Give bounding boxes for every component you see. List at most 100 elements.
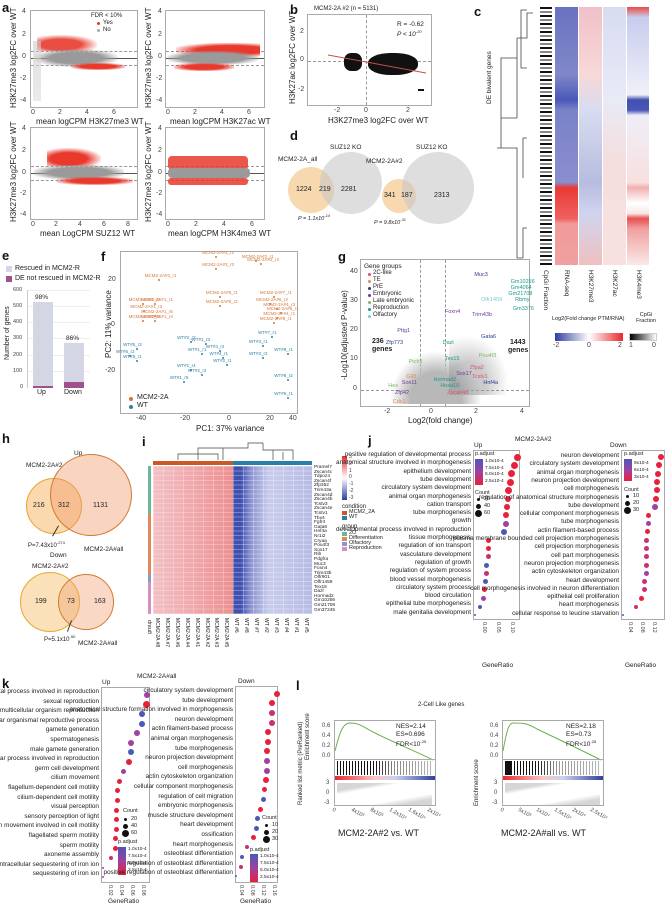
go-dot: [114, 788, 120, 794]
go-dot: [643, 545, 649, 551]
sample-label: MCM2-2A #7: [163, 618, 170, 648]
padj-tick: 2.5x10-4: [128, 868, 147, 873]
go-term-label: multicellular organism reproduction: [0, 707, 99, 715]
gene-label: Trim43b: [314, 570, 332, 576]
gene-label: Hoxa10: [440, 383, 460, 390]
h3k27ac-column: [603, 7, 626, 265]
go-dot: [503, 520, 509, 527]
pca-point: [154, 302, 157, 305]
go-dot: [645, 521, 651, 527]
go-term-label: epithelial tube morphogenesis: [386, 600, 471, 608]
venn-count: 2281: [341, 186, 357, 193]
heatmap-wt-block: [233, 466, 312, 614]
x-axis-label: GeneRatio: [240, 898, 272, 905]
pca-point: [280, 312, 283, 315]
gene-label: Hormad2: [433, 377, 457, 384]
group-marker: [368, 273, 371, 276]
x-axis-label: PC1: 37% variance: [196, 424, 265, 433]
group-swatch: [342, 532, 347, 536]
go-term-label: regulation of ion transport: [398, 542, 471, 550]
pca-point: [222, 357, 225, 360]
go-dot: [116, 778, 122, 784]
ytick: -2: [156, 75, 163, 82]
venn-pvalue: P=7.43x10-274: [28, 540, 65, 549]
gsea-x-tick: 1.5x10⁴: [553, 807, 573, 822]
ytick: 400: [13, 319, 23, 325]
venn-count: 216: [33, 502, 45, 509]
sample-label: MCM2-2A #1: [193, 618, 200, 648]
xtick: 0: [166, 109, 170, 116]
padj-colorbar: [624, 459, 632, 481]
xtick: 4: [222, 221, 226, 228]
x-tick: 0.12: [651, 622, 657, 633]
group-swatch: [342, 537, 347, 541]
go-term-label: animal organ morphogenesis: [388, 492, 471, 500]
count-marker: [624, 500, 630, 506]
gene-label: Gm37245: [314, 607, 336, 613]
y-axis-label: H3K27me3 log2FC over WT: [144, 121, 153, 222]
go-dot: [653, 495, 659, 502]
gene-label: Pou4f3: [314, 543, 330, 549]
x-tick: 0.08: [140, 885, 146, 896]
es-tick: 0.4: [490, 733, 499, 739]
go-term-label: anatomical structure involved in morphog…: [336, 459, 471, 467]
y-axis-label-top: Enrichment score: [474, 759, 480, 806]
gene-label: Tcstv1: [314, 511, 328, 516]
y-axis-label: -Log10(adjusted P-value): [340, 290, 349, 380]
group-bar-diff: [148, 514, 151, 574]
go-term-label: gamete generation: [45, 726, 99, 734]
pca-point-label: WT#1_r3: [191, 337, 211, 343]
ma-plot-4: [165, 127, 265, 220]
pca-point: [190, 340, 193, 343]
legend-mcm2-label: MCM2-2A: [137, 394, 169, 401]
legend-rescued-label: Rescued in MCM2-R: [15, 265, 80, 272]
x-axis-label: mean logCPM H3K27ac WT: [170, 117, 271, 126]
y-axis-label: H3K27me3 log2FC over WT: [9, 121, 18, 222]
gene-label: Sox17: [314, 547, 328, 553]
pca-point: [128, 354, 131, 357]
go-dot: [265, 729, 271, 736]
rna-seq-column: [555, 7, 578, 265]
count-label: 30: [272, 836, 279, 842]
gene-label: Gm21708: [508, 290, 533, 297]
ytick: 0: [300, 56, 304, 63]
ytick: 2: [22, 31, 26, 38]
log2fc-colorbar: [555, 333, 623, 341]
sample-label: WT #7: [253, 618, 259, 633]
go-term-label: actin cytoskeleton organization: [145, 773, 233, 781]
gsea-caption-left: MCM2-2A#2 vs. WT: [338, 828, 420, 838]
group-bar-repro: [148, 582, 151, 614]
go-dot: [265, 738, 271, 745]
x-tick: 0.04: [627, 622, 633, 633]
ytick: -2: [20, 75, 27, 82]
go-down-dotplot: [235, 686, 280, 883]
sample-label: WT #2: [262, 618, 269, 633]
es-tick: 0.0: [490, 753, 499, 759]
xtick: 6: [112, 109, 116, 116]
go-term-label: tube morphogenesis: [413, 509, 471, 517]
pca-point-label: MCM2-2A#6_r2: [256, 296, 288, 302]
x-tick: 0.08: [249, 885, 255, 896]
go-term-label: neuron projection development: [531, 476, 619, 484]
venn-title-up: Up: [74, 450, 83, 457]
group-marker: [368, 294, 371, 297]
ma-plot-2: [165, 10, 265, 108]
go-dot: [126, 759, 132, 765]
ytick: 200: [13, 352, 23, 358]
venn-pvalue: P = 1.1x10-14: [298, 213, 331, 222]
padj-tick: 5.0x10-4: [128, 861, 147, 866]
colorbar-tick: 3: [349, 454, 352, 460]
ytick: 0: [158, 53, 162, 60]
go-term-label: male gamete generation: [30, 745, 99, 753]
ytick: -2: [20, 190, 27, 197]
gene-label: Zscan4e: [314, 506, 333, 512]
pca-point-label: WT#5_r1: [123, 353, 142, 359]
xtick: 4: [78, 221, 82, 228]
padj-tick: 7.5x10-4: [260, 861, 279, 866]
venn-down-mcm2-all: [58, 574, 114, 630]
go-term-label: visual perception: [51, 803, 99, 811]
pca-point: [182, 380, 185, 383]
go-term-label: circulatory system development: [529, 460, 619, 468]
ytick: -2: [298, 86, 305, 93]
count-label: 20: [633, 500, 640, 506]
